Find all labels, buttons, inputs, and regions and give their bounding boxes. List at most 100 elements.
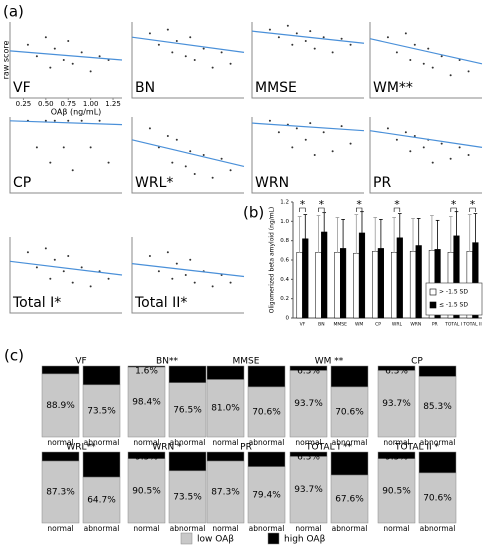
- point: [340, 125, 343, 128]
- point: [35, 146, 38, 149]
- x-tick-label: WM: [355, 322, 363, 328]
- bar-segment: [330, 386, 369, 438]
- value-label: 6.3%: [297, 367, 320, 377]
- point: [62, 146, 65, 149]
- bar-segment: [330, 474, 369, 524]
- bar-segment: [82, 451, 121, 478]
- point: [53, 258, 56, 261]
- bar-segment: [289, 451, 328, 457]
- bar: [358, 232, 366, 319]
- trend-line: [9, 260, 123, 276]
- bar-segment: [418, 365, 457, 377]
- y-axis-label: raw score: [2, 41, 11, 80]
- point: [184, 55, 187, 58]
- group-title: BN**: [156, 357, 178, 367]
- bar-segment: [418, 376, 457, 438]
- point: [422, 62, 425, 65]
- x-tick-label: VF: [300, 322, 306, 328]
- point: [229, 281, 232, 284]
- point: [309, 122, 312, 125]
- value-label: 88.9%: [46, 401, 75, 411]
- value-label: 93.7%: [294, 485, 323, 495]
- panel-frame: [131, 117, 244, 194]
- point: [211, 176, 214, 179]
- point: [148, 255, 151, 257]
- value-label: 14.7%: [423, 367, 452, 377]
- legend-swatch: [267, 532, 280, 545]
- x-tick-label: abnormal: [249, 438, 285, 447]
- point: [304, 138, 307, 141]
- point: [166, 135, 169, 137]
- value-label: 12.7%: [211, 453, 240, 463]
- value-label: 32.4%: [335, 459, 364, 469]
- point: [71, 62, 74, 65]
- panel-title: BN: [135, 80, 155, 96]
- point: [98, 119, 101, 122]
- legend-label: ≤ -1.5 SD: [439, 302, 468, 309]
- bar-segment: [418, 451, 457, 474]
- legend-swatch: [429, 288, 437, 296]
- y-tick-label: 0.4: [280, 277, 289, 283]
- bar-segment: [206, 460, 245, 524]
- point: [62, 59, 65, 61]
- y-tick-label: 0.2: [280, 296, 289, 302]
- point: [189, 150, 192, 153]
- group-title: TOTAL I **: [305, 443, 352, 453]
- x-tick-label: WRL: [392, 322, 403, 328]
- value-label: 29.4%: [335, 372, 364, 382]
- group-title: MMSE: [233, 357, 260, 367]
- x-tick-label: TOTAL I: [444, 322, 462, 328]
- value-label: 85.3%: [423, 402, 452, 412]
- point: [184, 274, 187, 276]
- point: [431, 66, 434, 69]
- point: [268, 28, 271, 31]
- bar-segment: [41, 373, 80, 438]
- point: [35, 266, 38, 269]
- bar-segment: [247, 365, 286, 388]
- point: [286, 24, 289, 27]
- trend-line: [369, 38, 483, 65]
- x-tick-label: abnormal: [84, 438, 120, 447]
- significance-star: *: [300, 198, 306, 211]
- point: [166, 28, 169, 31]
- point: [67, 40, 70, 42]
- group-title: CP: [411, 357, 423, 367]
- panel-frame: [369, 22, 482, 99]
- bar: [340, 248, 347, 319]
- point: [148, 127, 151, 130]
- point: [431, 161, 434, 164]
- bar: [377, 248, 384, 319]
- bar-segment: [168, 365, 207, 383]
- legend-label: > -1.5 SD: [439, 289, 468, 296]
- x-tick-label: abnormal: [84, 524, 120, 533]
- x-tick-label: WRN: [410, 322, 421, 328]
- point: [26, 251, 29, 254]
- point: [331, 51, 334, 54]
- bar-segment: [82, 365, 121, 386]
- point: [229, 169, 232, 172]
- group-title: PR: [240, 443, 252, 453]
- panel-title: MMSE: [255, 80, 297, 96]
- legend-box: [425, 282, 483, 316]
- x-tick-label: normal: [47, 524, 73, 533]
- point: [89, 285, 92, 288]
- point: [467, 70, 470, 73]
- y-tick-label: 0: [286, 316, 290, 322]
- significance-bracket: [469, 207, 476, 212]
- panel-frame: [9, 22, 122, 99]
- point: [458, 146, 461, 149]
- point: [277, 36, 280, 39]
- point: [304, 40, 307, 42]
- point: [229, 62, 232, 65]
- group-title: WM **: [315, 357, 344, 367]
- bar-segment: [377, 370, 416, 438]
- point: [340, 37, 343, 40]
- panel-frame: [9, 237, 122, 314]
- x-tick-label: normal: [133, 524, 159, 533]
- value-label: 87.3%: [211, 488, 240, 498]
- panel-frame: [369, 117, 482, 194]
- significance-bracket: [318, 207, 325, 212]
- bar: [321, 231, 328, 319]
- bar-segment: [82, 476, 121, 524]
- legend-swatch: [429, 301, 437, 309]
